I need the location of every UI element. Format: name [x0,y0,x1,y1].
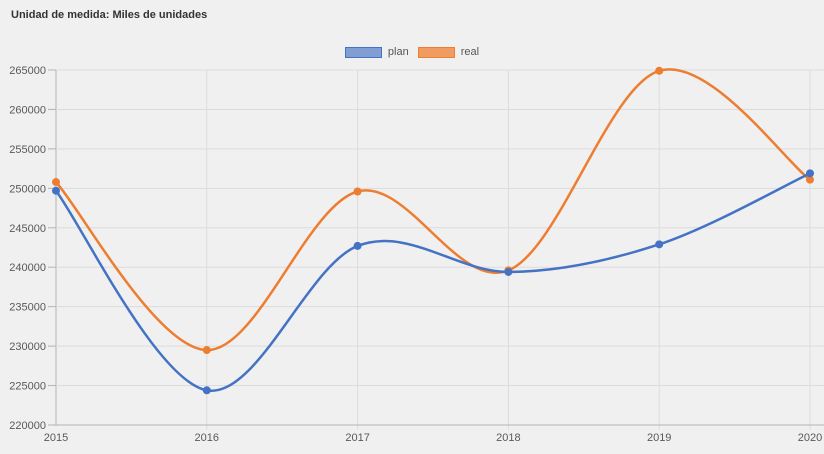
real-point-2020[interactable] [806,175,814,184]
y-tick-label: 265000 [9,65,46,77]
legend-item-real[interactable]: real [417,46,480,58]
plan-point-2016[interactable] [202,386,211,395]
plan-point-2017[interactable] [353,241,362,250]
plan-point-2015[interactable] [52,186,60,195]
plan-point-2019[interactable] [655,240,664,249]
plan-line [54,172,812,392]
real-point-2017[interactable] [353,187,362,196]
plan-point-2020[interactable] [806,169,814,178]
chart-title: Unidad de medida: Miles de unidades [11,9,208,21]
legend-label-real: real [460,46,480,58]
x-tick-label: 2019 [647,432,671,444]
y-tick-label: 260000 [9,104,46,116]
legend-item-plan[interactable]: plan [344,46,409,58]
y-tick-label: 235000 [9,302,46,314]
y-tick-label: 225000 [9,381,46,393]
real-point-2016[interactable] [202,346,211,355]
real-point-2015[interactable] [52,178,60,187]
y-tick-label: 230000 [9,341,46,353]
x-tick-label: 2020 [798,432,822,444]
real-swatch-icon [417,46,455,58]
legend-label-plan: plan [387,46,409,58]
y-tick-label: 220000 [9,420,46,432]
x-tick-label: 2015 [44,432,68,444]
x-tick-label: 2016 [195,432,219,444]
legend: plan real [0,46,824,58]
x-tick-label: 2018 [496,432,520,444]
plan-swatch-icon [344,46,382,58]
x-tick-label: 2017 [345,432,369,444]
plan-point-2018[interactable] [504,267,513,276]
real-line [54,68,812,352]
real-point-2019[interactable] [655,66,664,75]
y-tick-label: 250000 [9,183,46,195]
y-tick-label: 245000 [9,223,46,235]
y-tick-label: 240000 [9,262,46,274]
y-tick-label: 255000 [9,144,46,156]
